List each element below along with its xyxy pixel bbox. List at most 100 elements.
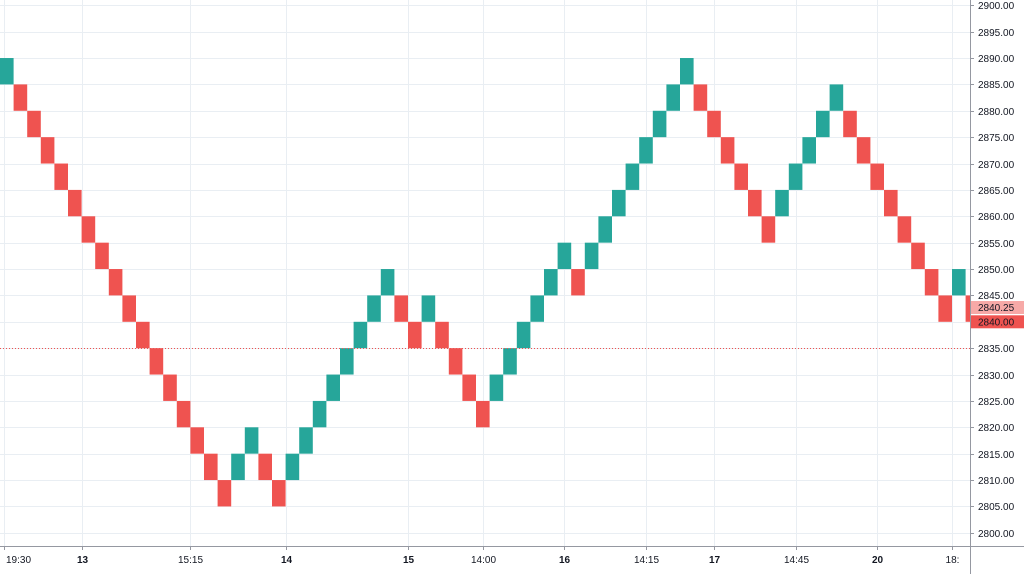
brick-down <box>108 269 123 296</box>
brick-up <box>544 269 558 296</box>
y-tick-label: 2845.00 <box>978 291 1015 302</box>
brick-down <box>122 295 136 322</box>
brick-up <box>421 295 436 322</box>
brick-up <box>285 453 300 481</box>
y-tick-label: 2900.00 <box>978 1 1015 12</box>
y-tick-label: 2855.00 <box>978 239 1015 250</box>
brick-up <box>788 163 803 190</box>
brick-up <box>612 189 626 217</box>
brick-down <box>870 163 884 190</box>
brick-down <box>40 137 55 164</box>
brick-down <box>272 480 286 507</box>
brick-up <box>380 269 395 296</box>
brick-down <box>761 216 776 243</box>
brick-up <box>816 110 830 138</box>
brick-down <box>897 216 912 243</box>
brick-down <box>448 348 463 375</box>
brick-down <box>258 453 272 481</box>
brick-up <box>244 427 259 454</box>
brick-down <box>462 374 476 401</box>
brick-up <box>503 348 517 375</box>
brick-down <box>476 400 490 428</box>
brick-up <box>340 348 354 375</box>
y-tick-label: 2885.00 <box>978 80 1015 91</box>
mark-price-label-bg <box>971 301 1024 314</box>
y-tick-label: 2800.00 <box>978 529 1015 540</box>
brick-up <box>312 400 327 428</box>
brick-down <box>394 295 408 322</box>
brick-down <box>68 189 82 217</box>
brick-up <box>952 269 966 296</box>
brick-down <box>435 321 449 349</box>
brick-up <box>598 216 612 243</box>
brick-up <box>666 84 680 111</box>
brick-down <box>149 348 164 375</box>
brick-down <box>693 84 708 111</box>
brick-up <box>299 427 313 454</box>
y-tick-label: 2825.00 <box>978 397 1015 408</box>
brick-down <box>27 110 41 138</box>
brick-down <box>190 427 204 454</box>
x-tick-label: 20 <box>872 555 884 566</box>
renko-bricks <box>0 58 970 507</box>
brick-up <box>625 163 640 190</box>
y-tick-label: 2880.00 <box>978 107 1015 118</box>
y-tick-label: 2895.00 <box>978 28 1015 39</box>
y-tick-label: 2865.00 <box>978 186 1015 197</box>
brick-up <box>802 137 816 164</box>
y-tick-label: 2805.00 <box>978 502 1015 513</box>
brick-down <box>13 84 28 111</box>
brick-up <box>231 453 245 481</box>
brick-down <box>911 242 925 270</box>
brick-up <box>639 137 653 164</box>
brick-down <box>217 480 232 507</box>
y-tick-label: 2860.00 <box>978 212 1015 223</box>
brick-down <box>176 400 191 428</box>
brick-down <box>571 269 585 296</box>
y-tick-label: 2890.00 <box>978 54 1015 65</box>
brick-down <box>95 242 109 270</box>
brick-up <box>489 374 504 401</box>
brick-down <box>884 189 898 217</box>
brick-up <box>516 321 531 349</box>
brick-up <box>367 295 381 322</box>
x-tick-label: 14:45 <box>784 555 809 566</box>
mark-price-label: 2840.25 <box>978 303 1015 314</box>
brick-down <box>81 216 96 243</box>
brick-up <box>326 374 340 401</box>
brick-down <box>54 163 68 190</box>
brick-down <box>748 189 762 217</box>
brick-down <box>843 110 857 138</box>
brick-up <box>775 189 789 217</box>
x-tick-label: 19:30 <box>6 555 31 566</box>
y-tick-label: 2870.00 <box>978 160 1015 171</box>
y-tick-label: 2875.00 <box>978 133 1015 144</box>
brick-down <box>924 269 939 296</box>
brick-down <box>163 374 177 401</box>
x-tick-label: 13 <box>77 555 89 566</box>
brick-down <box>965 295 970 322</box>
brick-up <box>353 321 368 349</box>
brick-up <box>0 58 14 85</box>
x-tick-label: 17 <box>709 555 721 566</box>
y-tick-label: 2810.00 <box>978 476 1015 487</box>
y-tick-label: 2850.00 <box>978 265 1015 276</box>
brick-up <box>584 242 599 270</box>
brick-up <box>652 110 667 138</box>
brick-down <box>408 321 422 349</box>
brick-down <box>136 321 150 349</box>
last-price-label: 2840.00 <box>978 317 1015 328</box>
brick-down <box>734 163 748 190</box>
x-tick-label: 16 <box>559 555 571 566</box>
y-tick-label: 2815.00 <box>978 450 1015 461</box>
brick-down <box>707 110 721 138</box>
grid-lines <box>0 0 970 546</box>
brick-up <box>829 84 844 111</box>
brick-down <box>720 137 735 164</box>
brick-up <box>680 58 694 85</box>
last-price-label-bg <box>971 315 1024 329</box>
brick-up <box>557 242 572 270</box>
